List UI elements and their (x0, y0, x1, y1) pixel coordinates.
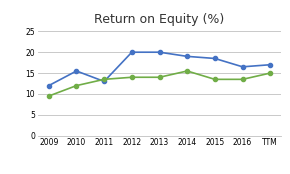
TD Bank (47, 95, 50, 97)
Royal Bank (158, 51, 161, 53)
TD Bank (130, 76, 134, 78)
Royal Bank (47, 85, 50, 87)
Title: Return on Equity (%): Return on Equity (%) (94, 13, 225, 26)
Royal Bank (102, 80, 106, 82)
Royal Bank (130, 51, 134, 53)
Royal Bank (213, 57, 217, 60)
Royal Bank (241, 66, 244, 68)
TD Bank (241, 78, 244, 80)
TD Bank (269, 72, 272, 74)
Royal Bank (75, 70, 78, 72)
TD Bank (158, 76, 161, 78)
TD Bank (213, 78, 217, 80)
Royal Bank (185, 55, 189, 57)
TD Bank (75, 85, 78, 87)
TD Bank (185, 70, 189, 72)
Line: Royal Bank: Royal Bank (47, 50, 272, 88)
TD Bank (102, 78, 106, 80)
Line: TD Bank: TD Bank (47, 69, 272, 98)
Royal Bank (269, 64, 272, 66)
